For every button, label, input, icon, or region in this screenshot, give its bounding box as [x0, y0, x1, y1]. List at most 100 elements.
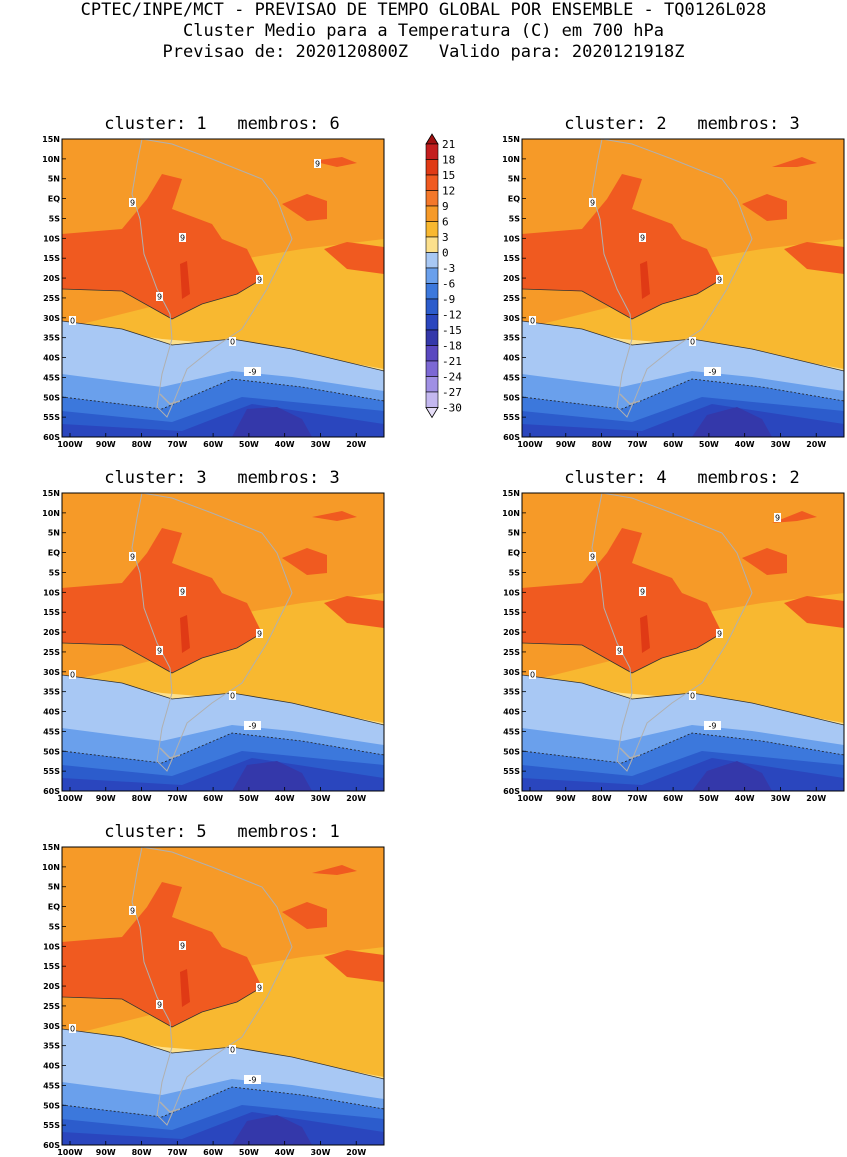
colorbar-swatch [425, 236, 439, 253]
contour-label-bg [589, 552, 596, 561]
lat-label: 15S [43, 962, 60, 971]
lon-label: 60W [663, 794, 683, 803]
lat-label: 55S [43, 767, 60, 776]
lon-label: 100W [517, 794, 543, 803]
band-minus-18 [692, 407, 772, 437]
lat-label: 10S [43, 588, 60, 597]
contour-label-bg [256, 983, 263, 992]
lat-label: 5N [48, 175, 60, 184]
band-12 [180, 615, 190, 653]
lat-label: 40S [503, 354, 520, 363]
lat-label: 55S [43, 1121, 60, 1130]
lon-label: 70W [167, 440, 187, 449]
lat-label: 35S [43, 1042, 60, 1051]
lon-label: 40W [275, 1148, 295, 1157]
contour-label-bg [529, 316, 536, 325]
lat-label: 25S [503, 648, 520, 657]
contour-label-9: 9 [157, 293, 162, 302]
lat-label: 45S [43, 727, 60, 736]
lon-label: 30W [310, 1148, 330, 1157]
contour-label-9: 9 [257, 630, 262, 639]
map-panel-2: 15N 10N 5N EQ 5S 10S 15S 20S 25S 30S 35S 40S 45S 50S 5… [502, 135, 845, 449]
chart-title-line-3: Previsao de: 2020120800Z Valido para: 20… [162, 42, 685, 62]
contour-label-9: 9 [640, 234, 645, 243]
colorbar-label: 3 [442, 231, 449, 244]
contour-label-0: 0 [230, 1046, 235, 1055]
lon-label: 30W [310, 440, 330, 449]
lat-label: 10S [43, 942, 60, 951]
colorbar-label: -12 [442, 309, 462, 322]
map-panel-3: 15N 10N 5N EQ 5S 10S 15S 20S 25S 30S 35S 40S 45S 50S 5… [42, 489, 385, 803]
lat-label: 25S [43, 294, 60, 303]
lat-label: 35S [503, 688, 520, 697]
band-12 [640, 261, 650, 299]
lat-label: 10N [502, 155, 520, 164]
colorbar-bottom-arrow [425, 407, 439, 419]
band-9-e [324, 596, 384, 628]
contour-label-bg [639, 587, 646, 596]
lat-label: EQ [508, 549, 520, 558]
lat-label: 30S [503, 668, 520, 677]
lat-label: 5S [509, 568, 521, 577]
lat-label: 5S [49, 568, 61, 577]
contour-0 [62, 1028, 384, 1080]
panel-3-title: cluster: 3 membros: 3 [104, 468, 340, 488]
contour-label-0: 0 [530, 317, 535, 326]
colorbar-swatch [425, 174, 439, 191]
colorbar-swatch [425, 329, 439, 346]
contour-label-9: 9 [590, 553, 595, 562]
contour-label-9: 9 [717, 276, 722, 285]
coastline-south-america [591, 139, 753, 418]
lat-label: 30S [43, 1022, 60, 1031]
band-9-top [312, 157, 357, 167]
lat-label: EQ [48, 549, 60, 558]
contour-label-bg [229, 337, 236, 346]
panel-frame [61, 492, 385, 792]
contour-label-9: 9 [315, 160, 320, 169]
lat-label: 15N [42, 135, 60, 144]
panel-frame [61, 138, 385, 438]
contour-label-0: 0 [530, 671, 535, 680]
lon-label: 80W [592, 440, 612, 449]
lat-label: EQ [48, 195, 60, 204]
band-9-top [772, 511, 817, 523]
lat-label: 10N [42, 863, 60, 872]
colorbar-swatch [425, 267, 439, 284]
contour-label-bg [639, 233, 646, 242]
chart-title-line-1: CPTEC/INPE/MCT - PREVISAO DE TEMPO GLOBA… [80, 0, 767, 20]
contour-minus-9 [522, 378, 844, 410]
contour-0 [522, 674, 844, 726]
contour-label-0: 0 [70, 671, 75, 680]
contour-label-bg [256, 629, 263, 638]
band-9 [62, 528, 262, 673]
contour-9 [62, 278, 263, 320]
lat-label: 5N [48, 529, 60, 538]
colorbar-label: 15 [442, 169, 455, 182]
lat-label: 20S [43, 982, 60, 991]
colorbar-label: -9 [442, 293, 455, 306]
lat-label: 5N [508, 529, 520, 538]
contour-label-9: 9 [130, 907, 135, 916]
colorbar-swatch [425, 391, 439, 408]
contour-label-bg [129, 198, 136, 207]
lon-label: 80W [132, 440, 152, 449]
lat-label: 15N [42, 843, 60, 852]
contour-label-9: 9 [180, 234, 185, 243]
map-panel-5: 15N 10N 5N EQ 5S 10S 15S 20S 25S 30S 35S 40S 45S 50S 5… [42, 843, 385, 1157]
lat-label: 35S [43, 688, 60, 697]
contour-label-bg [179, 587, 186, 596]
panel-frame [61, 846, 385, 1146]
contour-label-bg [689, 337, 696, 346]
lat-label: 20S [43, 628, 60, 637]
lat-label: 45S [503, 373, 520, 382]
contour-label-9: 9 [180, 588, 185, 597]
lat-label: 25S [43, 648, 60, 657]
lat-label: 35S [43, 334, 60, 343]
coastline-patagonia [619, 393, 641, 405]
band-9-top [312, 511, 357, 521]
lon-label: 50W [239, 1148, 259, 1157]
contour-label-minus-9: -9 [249, 368, 257, 377]
contour-label-9: 9 [717, 630, 722, 639]
band-9 [522, 528, 722, 673]
panel-frame [521, 138, 845, 438]
